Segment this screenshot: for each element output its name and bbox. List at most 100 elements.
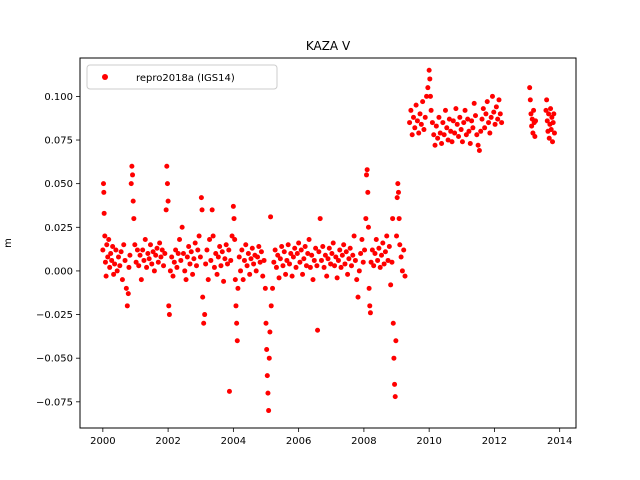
data-point (376, 245, 382, 251)
data-point (236, 254, 242, 260)
data-point (352, 257, 358, 263)
data-point (346, 256, 352, 262)
data-point (193, 263, 199, 269)
data-point (253, 268, 259, 274)
x-tick-label: 2006 (286, 436, 311, 447)
data-point (321, 264, 327, 270)
data-point (402, 273, 408, 279)
data-point (171, 259, 177, 265)
data-point (456, 134, 462, 140)
data-point (486, 120, 492, 126)
data-point (223, 242, 229, 248)
data-point (157, 240, 163, 246)
data-point (218, 263, 224, 269)
data-point (366, 285, 372, 291)
x-tick-label: 2010 (416, 436, 441, 447)
data-point (311, 257, 317, 263)
data-point (267, 329, 273, 335)
data-point (395, 189, 401, 195)
data-point (497, 111, 503, 117)
data-point (442, 107, 448, 113)
data-point (528, 111, 534, 117)
data-point (207, 237, 213, 243)
data-point (487, 130, 493, 136)
data-point (164, 163, 170, 169)
data-point (452, 130, 458, 136)
data-point (465, 116, 471, 122)
x-tick-label: 2000 (90, 436, 115, 447)
data-point (325, 256, 331, 262)
data-point (459, 139, 465, 145)
data-point (190, 271, 196, 277)
data-point (369, 247, 375, 253)
data-point (479, 116, 485, 122)
data-point (233, 303, 239, 309)
data-point (224, 261, 230, 267)
data-point (117, 263, 123, 269)
plot-points (100, 67, 557, 414)
data-point (454, 121, 460, 127)
data-point (150, 249, 156, 255)
data-point (283, 271, 289, 277)
y-axis-label: m (3, 238, 14, 248)
data-point (186, 243, 192, 249)
data-point (247, 271, 253, 277)
data-point (265, 390, 271, 396)
data-point (380, 240, 386, 246)
data-point (496, 97, 502, 103)
data-point (289, 273, 295, 279)
data-point (108, 250, 114, 256)
data-point (491, 109, 497, 115)
data-point (200, 294, 206, 300)
data-point (167, 268, 173, 274)
data-point (310, 277, 316, 283)
y-tick-label: 0.075 (44, 136, 73, 147)
data-point (124, 303, 130, 309)
data-point (230, 203, 236, 209)
data-point (359, 237, 365, 243)
data-point (544, 97, 550, 103)
data-point (290, 254, 296, 260)
data-point (114, 268, 120, 274)
data-point (529, 123, 535, 129)
data-point (388, 282, 394, 288)
data-point (110, 243, 116, 249)
data-point (328, 261, 334, 267)
data-point (159, 247, 165, 253)
data-point (446, 116, 452, 122)
data-point (306, 237, 312, 243)
data-point (439, 141, 445, 147)
data-point (106, 237, 112, 243)
data-point (276, 275, 282, 281)
data-point (495, 116, 501, 122)
data-point (286, 261, 292, 267)
data-point (351, 233, 357, 239)
data-point (192, 240, 198, 246)
data-point (301, 256, 307, 262)
data-point (469, 118, 475, 124)
data-point (476, 148, 482, 153)
data-point (118, 249, 124, 255)
data-point (234, 338, 240, 344)
data-point (164, 181, 170, 187)
data-point (326, 245, 332, 251)
data-point (264, 373, 270, 379)
y-tick-label: −0.050 (36, 354, 73, 365)
data-point (288, 250, 294, 256)
data-point (279, 243, 285, 249)
y-axis-ticks: −0.075 −0.050 −0.025 0.000 0.025 0.050 0.075 0.… (36, 92, 80, 408)
data-point (258, 249, 264, 255)
data-point (100, 247, 106, 253)
data-point (293, 264, 299, 270)
data-point (463, 132, 469, 138)
data-point (251, 261, 257, 267)
data-point (226, 388, 232, 394)
data-point (427, 76, 433, 82)
x-tick-label: 2008 (351, 436, 376, 447)
data-point (101, 189, 107, 195)
data-point (448, 128, 454, 134)
data-point (201, 320, 207, 326)
data-point (179, 224, 185, 230)
data-point (379, 252, 385, 258)
data-point (285, 242, 291, 248)
